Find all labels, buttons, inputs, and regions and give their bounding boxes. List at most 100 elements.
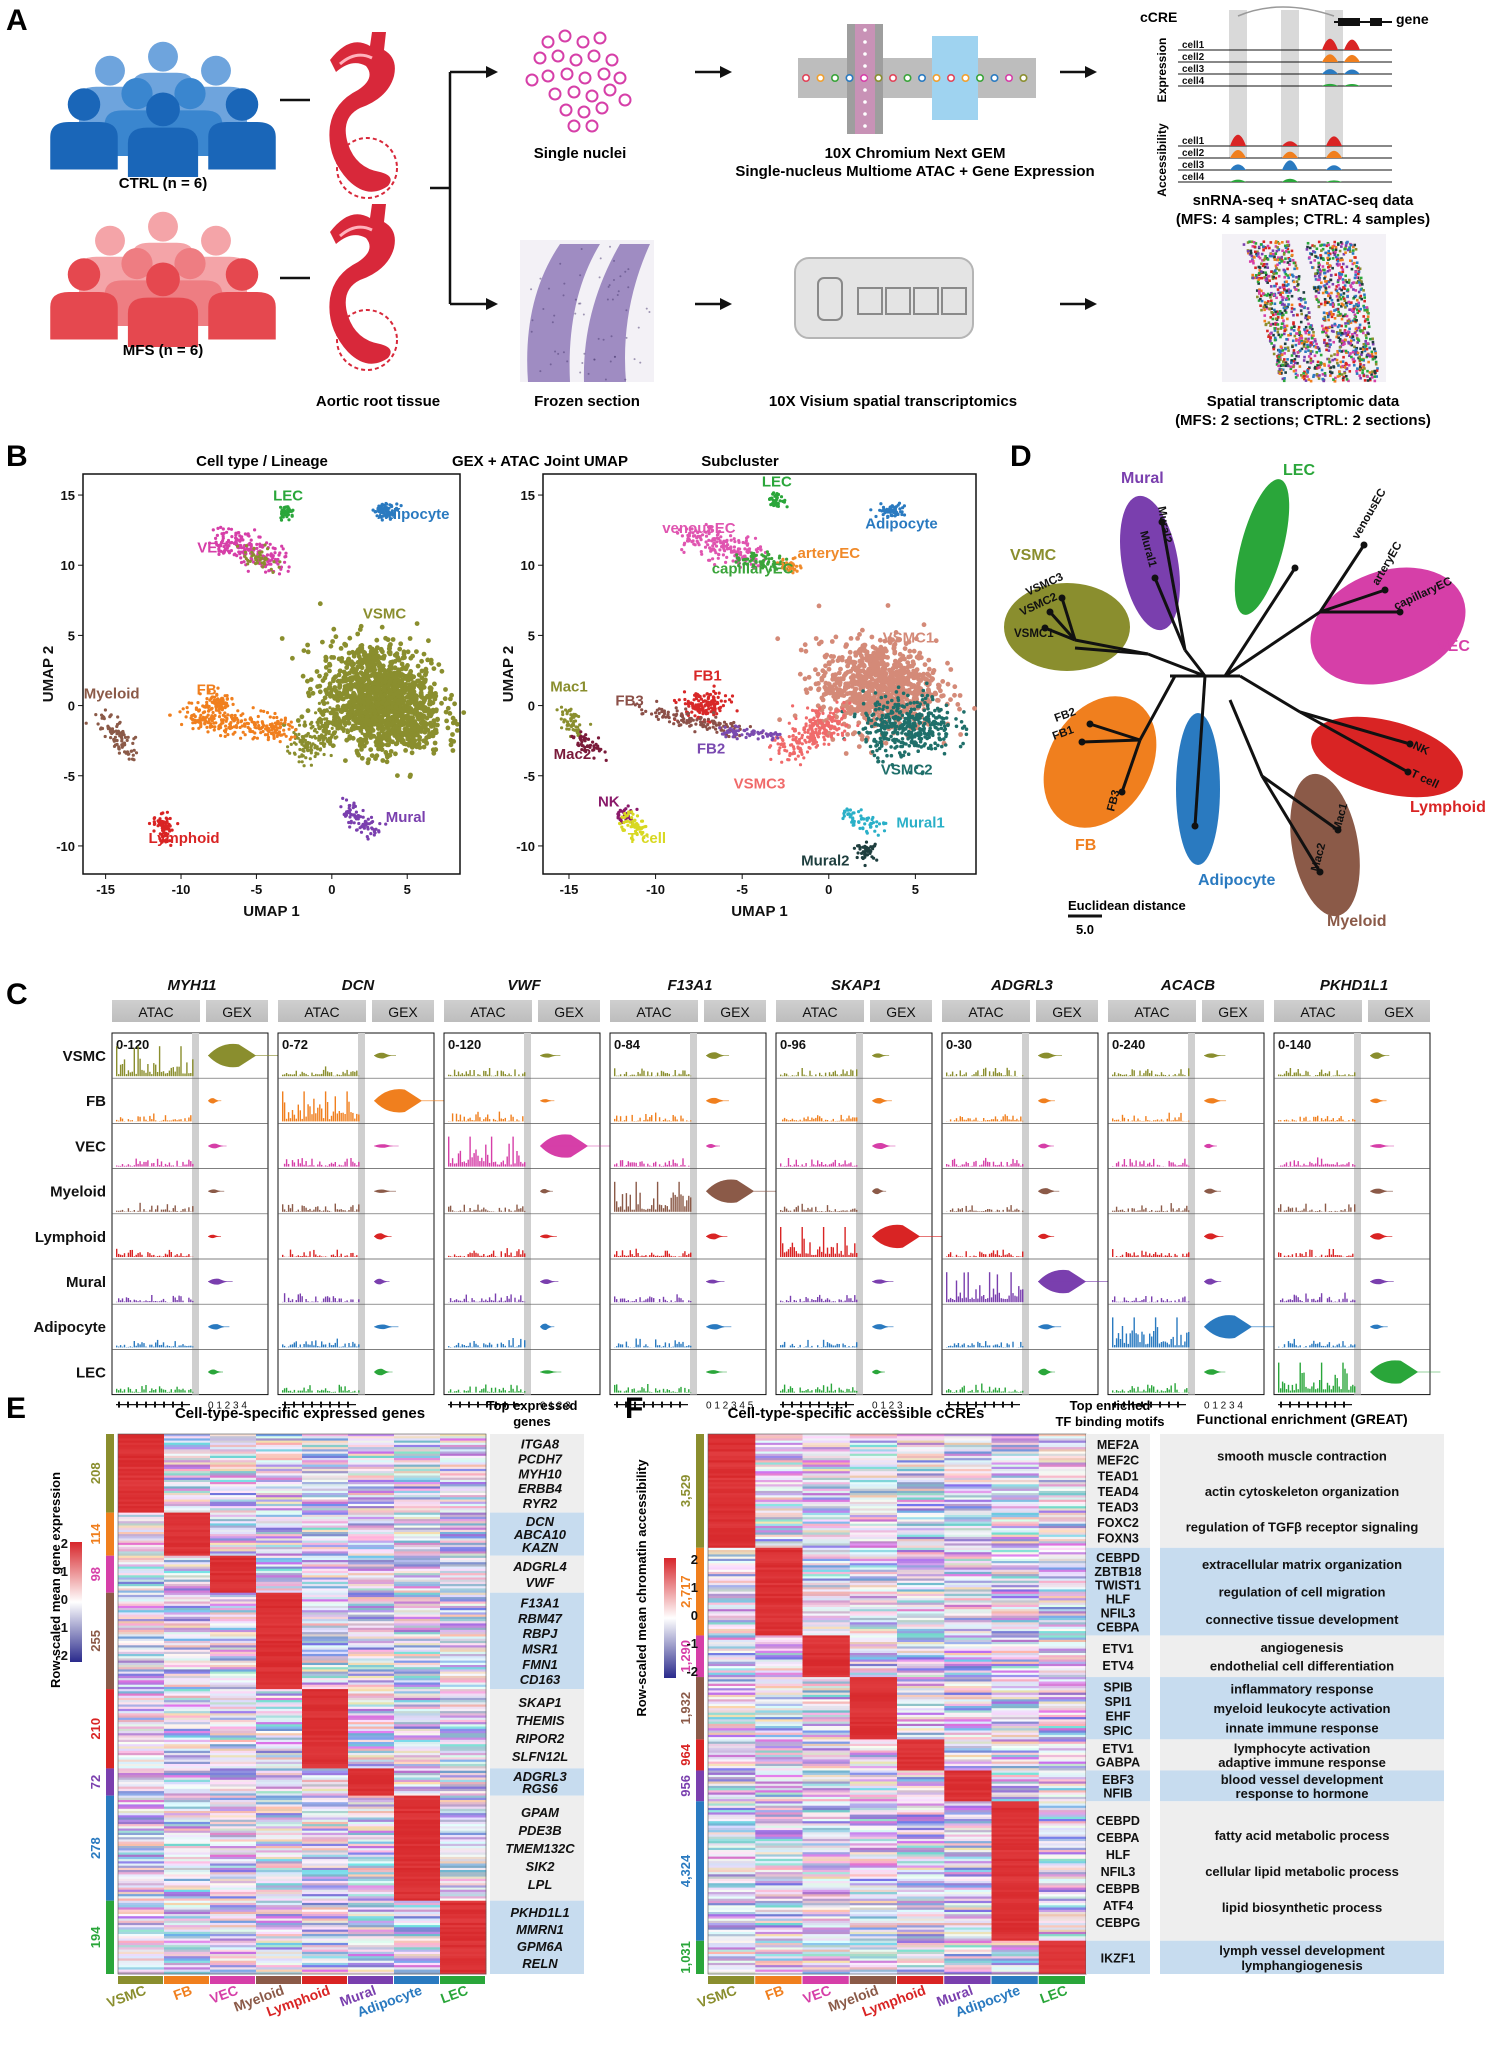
person-icon xyxy=(146,262,180,297)
spot-mark xyxy=(1333,379,1337,383)
umap-point xyxy=(374,637,380,643)
spot-mark xyxy=(1257,273,1261,277)
umap-point xyxy=(314,711,318,715)
spot-mark xyxy=(1358,267,1362,271)
umap-point xyxy=(286,745,290,749)
spot-mark xyxy=(1297,338,1301,342)
umap-point xyxy=(243,550,247,554)
umap-point xyxy=(933,638,939,644)
umap-point xyxy=(389,672,394,678)
person-icon xyxy=(174,248,206,280)
spot-mark xyxy=(1273,284,1276,288)
spot-mark xyxy=(1343,371,1347,375)
umap-point xyxy=(409,750,415,756)
spot-mark xyxy=(1350,309,1354,312)
spot-mark xyxy=(1331,266,1334,270)
umap-point xyxy=(220,696,224,700)
umap-point xyxy=(230,540,234,545)
spot-mark xyxy=(1349,342,1352,345)
texture-dot xyxy=(554,350,557,353)
spot-mark xyxy=(1267,275,1270,278)
spot-mark xyxy=(1306,371,1310,374)
loop-arc xyxy=(1237,6,1335,17)
spot-mark xyxy=(1346,333,1350,336)
x-tick-label: -5 xyxy=(736,882,748,897)
umap-point xyxy=(328,643,334,649)
track-accessibility-label: Accessibility xyxy=(1155,123,1169,197)
spot-mark xyxy=(1271,317,1275,321)
spot-mark xyxy=(1312,375,1315,379)
umap-point xyxy=(219,722,223,726)
umap-point xyxy=(121,729,125,734)
spot-mark xyxy=(1264,246,1268,250)
spot-mark xyxy=(1269,296,1272,299)
umap-point xyxy=(396,698,401,704)
umap-point xyxy=(382,672,387,678)
umap-point xyxy=(118,720,122,724)
spot-mark xyxy=(1337,310,1340,314)
spot-mark xyxy=(1357,270,1361,274)
spot-mark xyxy=(1287,288,1291,291)
spot-mark xyxy=(1303,329,1307,333)
umap-point xyxy=(386,733,392,738)
arrow-icon xyxy=(1085,298,1097,310)
spot-mark xyxy=(1319,244,1322,247)
spot-mark xyxy=(1279,358,1282,361)
spot-mark xyxy=(1314,339,1317,343)
umap-point xyxy=(276,726,280,730)
spot-mark xyxy=(1356,266,1360,270)
spot-mark xyxy=(1347,341,1351,345)
umap-point xyxy=(249,717,253,721)
spot-mark xyxy=(1363,306,1366,309)
arrow-icon xyxy=(720,66,732,78)
spot-mark xyxy=(1355,328,1359,332)
y-axis-label: UMAP 2 xyxy=(500,646,517,702)
umap-point xyxy=(121,742,125,746)
umap-point xyxy=(858,707,864,712)
spot-mark xyxy=(1328,339,1332,342)
spot-mark xyxy=(1276,316,1280,319)
y-tick-label: -5 xyxy=(523,769,535,784)
spot-mark xyxy=(1340,273,1344,276)
spot-mark xyxy=(1281,377,1285,381)
spot-mark xyxy=(1319,269,1323,273)
spot-mark xyxy=(1367,332,1370,336)
umap-point xyxy=(380,742,386,748)
umap-point xyxy=(165,820,169,824)
spot-mark xyxy=(1313,251,1317,254)
spot-mark xyxy=(1305,248,1309,251)
panel-a: A CTRL (n = 6) MFS (n = 6) Aortic root t… xyxy=(6,4,1431,429)
umap-point xyxy=(344,798,349,802)
nucleus-dot xyxy=(576,35,590,49)
spot-mark xyxy=(1277,364,1280,368)
spot-mark xyxy=(1269,285,1273,288)
spot-mark xyxy=(1287,303,1290,306)
umap-point xyxy=(858,668,864,674)
umap-point xyxy=(316,752,320,756)
spot-mark xyxy=(1254,266,1257,270)
spot-mark xyxy=(1323,341,1326,344)
umap-point xyxy=(131,753,135,757)
spot-mark xyxy=(1348,327,1351,331)
spot-mark xyxy=(1274,241,1278,245)
spot-mark xyxy=(1300,305,1303,308)
spot-mark xyxy=(1275,271,1278,275)
umap-point xyxy=(329,687,335,693)
umap-point xyxy=(120,733,125,737)
umap-point xyxy=(413,682,418,687)
x-axis-label: UMAP 1 xyxy=(243,903,299,920)
umap-point xyxy=(775,636,781,642)
spot-mark xyxy=(1276,258,1280,262)
umap-point xyxy=(356,716,362,721)
spot-mark xyxy=(1274,240,1278,243)
umap-point xyxy=(843,671,848,677)
umap-point xyxy=(309,746,313,750)
spot-mark xyxy=(1359,347,1362,351)
umap-point xyxy=(279,636,285,641)
spot-mark xyxy=(1296,313,1299,317)
spot-mark xyxy=(1366,375,1369,378)
spot-mark xyxy=(1264,271,1267,275)
spot-mark xyxy=(1355,319,1358,322)
spot-mark xyxy=(1266,281,1269,284)
spot-mark xyxy=(1278,354,1282,357)
